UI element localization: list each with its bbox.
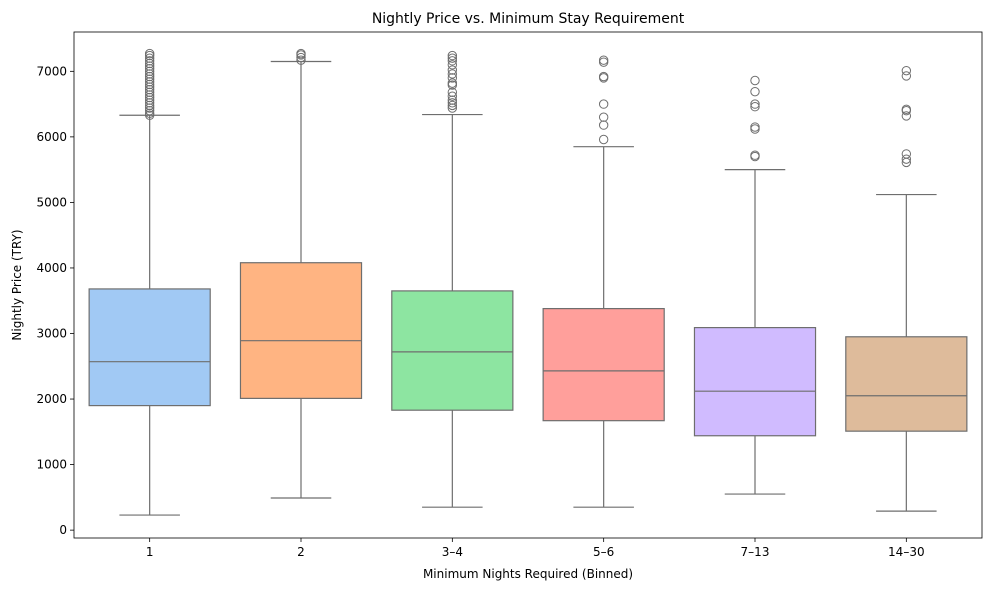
- outlier-point: [447, 56, 458, 66]
- y-tick-label: 6000: [36, 130, 67, 144]
- x-axis: 1 2 3–4 5–6 7–13 14–30: [146, 538, 925, 559]
- outlier-point: [144, 61, 155, 71]
- outlier-point: [296, 55, 306, 65]
- outlier-point: [750, 99, 760, 109]
- x-tick-label: 2: [297, 545, 305, 559]
- box-2: [239, 48, 363, 499]
- outlier-point: [296, 48, 306, 59]
- chart-title: Nightly Price vs. Minimum Stay Requireme…: [372, 11, 685, 27]
- outlier-point: [901, 149, 912, 159]
- outlier-point: [901, 154, 912, 164]
- outlier-point: [144, 58, 155, 69]
- x-tick-label: 14–30: [888, 545, 925, 559]
- y-tick-label: 3000: [36, 327, 67, 341]
- outlier-point: [750, 124, 760, 134]
- outlier-point: [144, 84, 155, 95]
- y-tick-label: 5000: [36, 195, 67, 209]
- outlier-point: [144, 95, 155, 105]
- outlier-point: [144, 90, 155, 100]
- outlier-point: [598, 55, 609, 65]
- box-4: [542, 55, 665, 508]
- outlier-point: [901, 71, 912, 81]
- outlier-point: [598, 71, 609, 82]
- iqr-box: [88, 288, 211, 407]
- y-tick-label: 0: [59, 523, 67, 537]
- outlier-point: [447, 98, 458, 108]
- y-tick-label: 1000: [36, 458, 67, 472]
- outlier-point: [750, 122, 760, 132]
- outlier-point: [750, 86, 760, 97]
- outlier-point: [750, 102, 760, 112]
- outlier-point: [447, 69, 458, 79]
- outlier-point: [144, 87, 155, 98]
- outlier-point: [750, 75, 760, 86]
- outlier-point: [598, 112, 609, 122]
- box-6: [845, 65, 968, 512]
- outlier-point: [144, 64, 155, 74]
- y-axis: 0 1000 2000 3000 4000 5000 6000 7000: [36, 64, 74, 537]
- outlier-point: [144, 92, 155, 103]
- outlier-point: [144, 53, 155, 63]
- iqr-box: [239, 262, 363, 399]
- plot-frame: [73, 31, 983, 539]
- x-axis-label: Minimum Nights Required (Binned): [423, 567, 633, 581]
- outlier-point: [447, 103, 458, 113]
- outlier-point: [144, 103, 155, 113]
- outlier-point: [447, 91, 458, 101]
- box-5: [693, 75, 817, 495]
- y-tick-label: 7000: [36, 64, 67, 78]
- outlier-point: [447, 87, 458, 98]
- outlier-point: [750, 150, 760, 160]
- x-tick-label: 7–13: [741, 545, 770, 559]
- outlier-point: [447, 78, 458, 88]
- outlier-point: [296, 52, 306, 63]
- y-axis-label: Nightly Price (TRY): [10, 229, 24, 340]
- outlier-point: [144, 69, 155, 79]
- iqr-box: [391, 290, 514, 411]
- plot-area: [88, 48, 968, 516]
- outlier-point: [447, 100, 458, 111]
- outlier-point: [901, 104, 912, 115]
- outlier-point: [447, 65, 458, 75]
- outlier-point: [144, 71, 155, 82]
- x-tick-label: 5–6: [593, 545, 614, 559]
- outlier-point: [447, 50, 458, 61]
- box-1: [88, 48, 211, 516]
- outlier-point: [144, 82, 155, 92]
- outlier-point: [447, 73, 458, 83]
- outlier-point: [447, 95, 458, 105]
- x-tick-label: 3–4: [442, 545, 463, 559]
- iqr-box: [542, 307, 665, 422]
- outlier-point: [598, 57, 609, 67]
- outlier-point: [144, 79, 155, 90]
- outlier-point: [901, 111, 912, 121]
- x-tick-label: 1: [146, 545, 154, 559]
- outlier-point: [144, 105, 155, 116]
- outlier-point: [144, 98, 155, 108]
- outlier-point: [144, 108, 155, 118]
- outlier-point: [144, 77, 155, 87]
- outlier-point: [901, 65, 912, 76]
- outlier-point: [598, 99, 609, 109]
- outlier-point: [144, 56, 155, 66]
- iqr-box: [693, 327, 817, 437]
- outlier-point: [144, 100, 155, 111]
- iqr-box: [845, 336, 968, 432]
- outlier-point: [447, 60, 458, 70]
- y-tick-label: 4000: [36, 261, 67, 275]
- y-tick-label: 2000: [36, 392, 67, 406]
- outlier-point: [447, 53, 458, 63]
- box-3: [391, 50, 514, 508]
- outlier-point: [144, 74, 155, 84]
- outlier-point: [144, 48, 155, 59]
- outlier-point: [598, 134, 609, 145]
- outlier-point: [144, 66, 155, 77]
- outlier-point: [598, 120, 609, 130]
